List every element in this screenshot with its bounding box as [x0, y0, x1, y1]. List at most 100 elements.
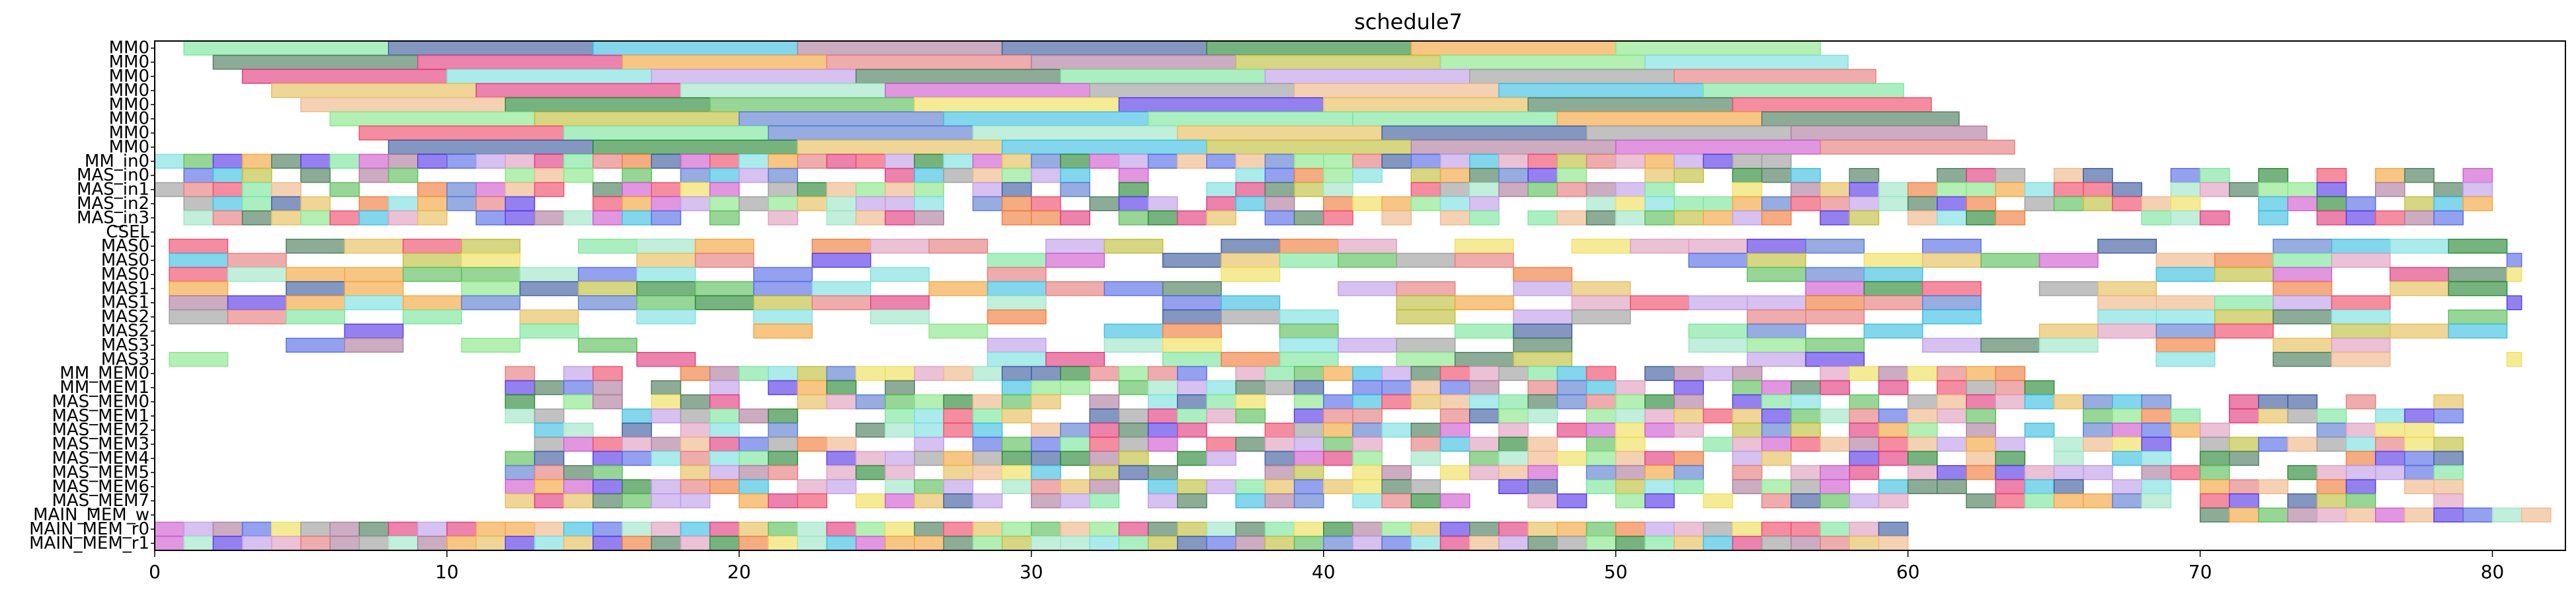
bar-31-320 — [1089, 479, 1120, 494]
bar-24-590 — [1878, 380, 1909, 396]
bar-28-600 — [1907, 437, 1938, 452]
bar-30-630 — [1995, 465, 2026, 480]
bar-29-590 — [1878, 450, 1909, 466]
bar-15-365 — [1221, 253, 1281, 268]
bar-34-90 — [417, 521, 448, 537]
bar-19-345 — [1162, 309, 1222, 325]
bar-12-510 — [1644, 210, 1675, 226]
bar-29-330 — [1118, 450, 1149, 466]
bar-30-510 — [1644, 465, 1675, 480]
bars-layer — [154, 40, 2552, 551]
bar-16-545 — [1746, 267, 1806, 282]
bar-5-410 — [1352, 111, 1558, 126]
bar-27-160 — [622, 422, 653, 438]
bar-10-780 — [2433, 182, 2464, 197]
bar-25-230 — [826, 394, 857, 409]
bar-31-640 — [2024, 479, 2055, 494]
bar-4-120 — [504, 97, 711, 112]
bar-26-760 — [2374, 408, 2405, 424]
row-labels: MM0MM0MM0MM0MM0MM0MM0MM0MM_in0MAS_in0MAS… — [29, 38, 155, 553]
bar-10-60 — [329, 182, 360, 197]
bar-11-30 — [241, 196, 272, 212]
bar-8-100 — [446, 153, 477, 169]
bar-9-620 — [1966, 167, 1996, 183]
bar-11-300 — [1031, 196, 1061, 212]
bar-20-265 — [928, 323, 988, 339]
bar-27-380 — [1264, 422, 1295, 438]
bar-26-360 — [1206, 408, 1236, 424]
bar-9-610 — [1937, 167, 1967, 183]
bar-26-600 — [1907, 408, 1938, 424]
bar-26-590 — [1878, 408, 1909, 424]
bar-12-350 — [1177, 210, 1207, 226]
bar-32-670 — [2112, 493, 2142, 509]
bar-14-565 — [1805, 238, 1865, 254]
bar-17-145 — [578, 281, 637, 296]
bar-8-50 — [300, 153, 331, 169]
bar-0-80 — [387, 40, 594, 56]
bar-23-370 — [1235, 366, 1266, 381]
bar-35-140 — [563, 536, 594, 551]
bar-20-65 — [344, 323, 404, 339]
bar-14-145 — [578, 238, 637, 254]
bar-31-410 — [1352, 479, 1383, 494]
bar-16-465 — [1513, 267, 1573, 282]
bar-1-230 — [826, 54, 1032, 70]
bar-30-620 — [1966, 465, 1996, 480]
bar-12-260 — [914, 210, 944, 226]
bar-35-280 — [972, 536, 1003, 551]
bar-31-360 — [1206, 479, 1236, 494]
row-label-30: MAS_MEM5 — [52, 462, 149, 482]
bar-24-430 — [1410, 380, 1441, 396]
bar-20-765 — [2390, 323, 2449, 339]
bar-10-260 — [914, 182, 944, 197]
bar-28-200 — [739, 437, 769, 452]
bar-25-610 — [1937, 394, 1967, 409]
bar-23-540 — [1732, 366, 1763, 381]
bar-9-580 — [1849, 167, 1880, 183]
bar-9-390 — [1293, 167, 1324, 183]
bar-23-140 — [563, 366, 594, 381]
bar-34-460 — [1498, 521, 1529, 537]
bar-28-170 — [651, 437, 682, 452]
bar-32-730 — [2287, 493, 2318, 509]
bar-20-585 — [1863, 323, 1923, 339]
bar-4-540 — [1732, 97, 1932, 112]
bar-8-340 — [1147, 153, 1178, 169]
bar-11-40 — [271, 196, 302, 212]
bar-8-200 — [739, 153, 769, 169]
bar-34-370 — [1235, 521, 1266, 537]
bar-17-485 — [1571, 281, 1631, 296]
bar-31-400 — [1323, 479, 1353, 494]
bar-1-370 — [1235, 54, 1441, 70]
bar-29-500 — [1615, 450, 1646, 466]
bar-23-410 — [1352, 366, 1383, 381]
bar-14-85 — [402, 238, 462, 254]
bar-31-350 — [1177, 479, 1207, 494]
bar-8-80 — [387, 153, 419, 169]
bar-16-785 — [2448, 267, 2508, 282]
bar-20-445 — [1454, 323, 1514, 339]
bar-11-750 — [2345, 196, 2376, 212]
bar-35-350 — [1177, 536, 1207, 551]
bar-34-80 — [387, 521, 419, 537]
bar-24-170 — [651, 380, 682, 396]
bar-34-290 — [1001, 521, 1032, 537]
bar-10-130 — [534, 182, 565, 197]
bar-18-205 — [753, 295, 813, 310]
bar-28-740 — [2316, 437, 2347, 452]
bar-31-390 — [1293, 479, 1324, 494]
bar-10-380 — [1264, 182, 1295, 197]
bar-34-20 — [212, 521, 243, 537]
bar-35-0 — [154, 536, 184, 551]
bar-29-290 — [1001, 450, 1032, 466]
bar-26-180 — [680, 408, 711, 424]
bar-28-330 — [1118, 437, 1149, 452]
bar-32-650 — [2053, 493, 2084, 509]
bar-28-290 — [1001, 437, 1032, 452]
bar-3-180 — [680, 83, 886, 99]
bar-30-200 — [739, 465, 769, 480]
bar-27-320 — [1089, 422, 1120, 438]
bar-12-240 — [855, 210, 886, 226]
bar-31-120 — [504, 479, 536, 494]
